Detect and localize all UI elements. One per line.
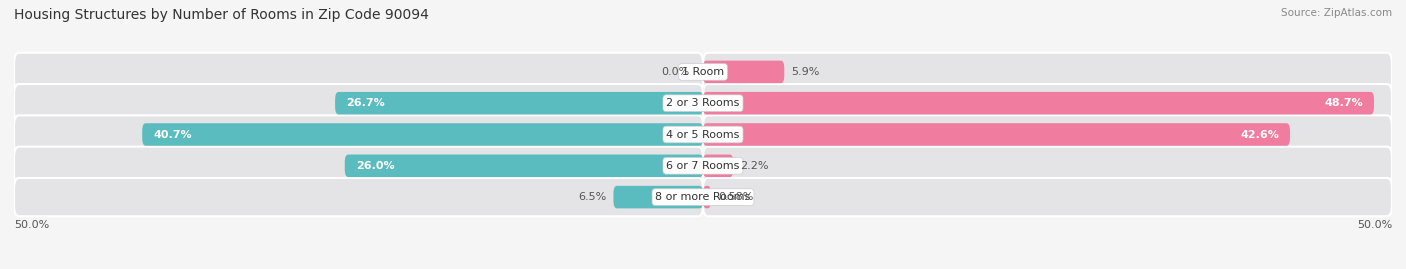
Text: Source: ZipAtlas.com: Source: ZipAtlas.com [1281, 8, 1392, 18]
Text: 6.5%: 6.5% [578, 192, 606, 202]
FancyBboxPatch shape [703, 61, 785, 83]
Text: 1 Room: 1 Room [682, 67, 724, 77]
Text: Housing Structures by Number of Rooms in Zip Code 90094: Housing Structures by Number of Rooms in… [14, 8, 429, 22]
FancyBboxPatch shape [703, 147, 1392, 185]
Text: 50.0%: 50.0% [1357, 220, 1392, 230]
FancyBboxPatch shape [703, 178, 1392, 216]
FancyBboxPatch shape [14, 84, 703, 122]
FancyBboxPatch shape [703, 53, 1392, 91]
Text: 48.7%: 48.7% [1324, 98, 1362, 108]
FancyBboxPatch shape [14, 53, 703, 91]
FancyBboxPatch shape [14, 147, 703, 185]
FancyBboxPatch shape [703, 123, 1289, 146]
Text: 2 or 3 Rooms: 2 or 3 Rooms [666, 98, 740, 108]
Text: 50.0%: 50.0% [14, 220, 49, 230]
Text: 8 or more Rooms: 8 or more Rooms [655, 192, 751, 202]
Text: 6 or 7 Rooms: 6 or 7 Rooms [666, 161, 740, 171]
FancyBboxPatch shape [703, 115, 1392, 154]
FancyBboxPatch shape [703, 154, 734, 177]
Text: 2.2%: 2.2% [740, 161, 769, 171]
FancyBboxPatch shape [14, 178, 703, 216]
Text: 40.7%: 40.7% [153, 129, 191, 140]
FancyBboxPatch shape [344, 154, 703, 177]
FancyBboxPatch shape [14, 115, 703, 154]
Text: 0.0%: 0.0% [661, 67, 689, 77]
Text: 26.7%: 26.7% [346, 98, 385, 108]
FancyBboxPatch shape [703, 84, 1392, 122]
FancyBboxPatch shape [703, 186, 711, 208]
FancyBboxPatch shape [703, 92, 1374, 115]
Text: 0.58%: 0.58% [718, 192, 754, 202]
Text: 4 or 5 Rooms: 4 or 5 Rooms [666, 129, 740, 140]
Text: 5.9%: 5.9% [792, 67, 820, 77]
Text: 26.0%: 26.0% [356, 161, 395, 171]
FancyBboxPatch shape [142, 123, 703, 146]
FancyBboxPatch shape [335, 92, 703, 115]
FancyBboxPatch shape [613, 186, 703, 208]
Text: 42.6%: 42.6% [1240, 129, 1279, 140]
